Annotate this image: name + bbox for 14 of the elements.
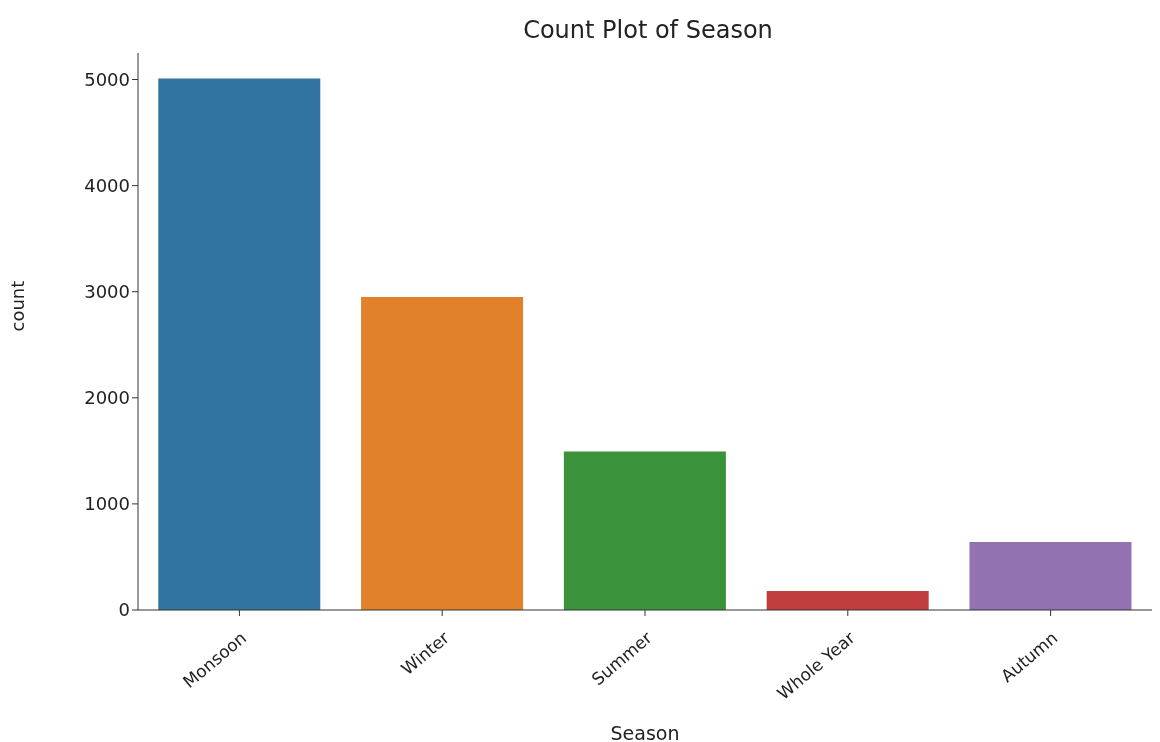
bar	[766, 590, 929, 610]
y-axis-title: count	[7, 280, 29, 332]
bar	[158, 78, 321, 610]
bar	[969, 542, 1132, 610]
y-tick-label: 3000	[84, 281, 130, 303]
y-tick-label: 5000	[84, 68, 130, 90]
y-tick-label: 4000	[84, 175, 130, 197]
bar	[361, 297, 524, 610]
bar	[563, 451, 726, 610]
chart-title: Count Plot of Season	[522, 16, 774, 44]
y-tick-label: 2000	[84, 387, 130, 409]
y-tick-label: 0	[118, 599, 130, 621]
y-tick-label: 1000	[84, 493, 130, 515]
x-axis-title: Season	[610, 722, 680, 742]
